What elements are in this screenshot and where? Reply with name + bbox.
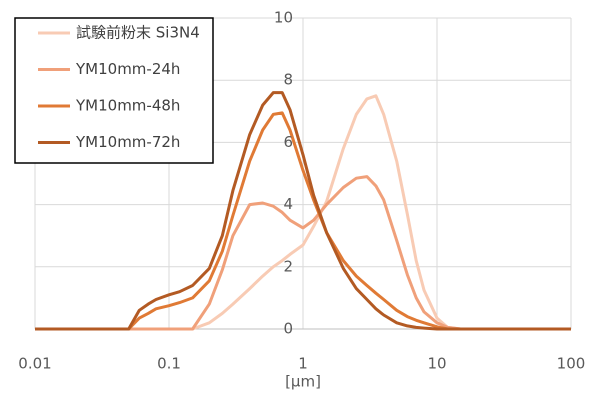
x-tick-label: 1	[298, 355, 308, 373]
y-tick-label: 2	[283, 257, 293, 275]
x-tick-label: 10	[427, 355, 446, 373]
x-tick-label: 0.1	[157, 355, 181, 373]
y-tick-label: 10	[274, 9, 293, 27]
series-line	[35, 111, 571, 331]
y-tick-label: 0	[283, 320, 293, 338]
legend: 試験前粉末 Si3N4 YM10mm-24h YM10mm-48h YM10mm-72…	[14, 17, 214, 164]
y-tick-label: 6	[283, 133, 293, 151]
ticks: 0 2 4 6 8 10 0.01 0.1 1 10 100	[18, 9, 585, 373]
plot-lines	[35, 91, 571, 331]
legend-label: YM10mm-48h	[75, 97, 180, 115]
legend-label: 試験前粉末 Si3N4	[76, 24, 200, 42]
legend-label: YM10mm-72h	[75, 133, 180, 151]
y-tick-label: 8	[283, 71, 293, 89]
x-tick-label: 0.01	[18, 355, 51, 373]
series-line	[35, 91, 571, 331]
y-tick-label: 4	[283, 195, 293, 213]
x-tick-label: 100	[557, 355, 586, 373]
series-line	[35, 175, 571, 331]
legend-box	[14, 17, 214, 164]
legend-label: YM10mm-24h	[75, 60, 180, 78]
x-axis-label: [μm]	[285, 373, 321, 391]
